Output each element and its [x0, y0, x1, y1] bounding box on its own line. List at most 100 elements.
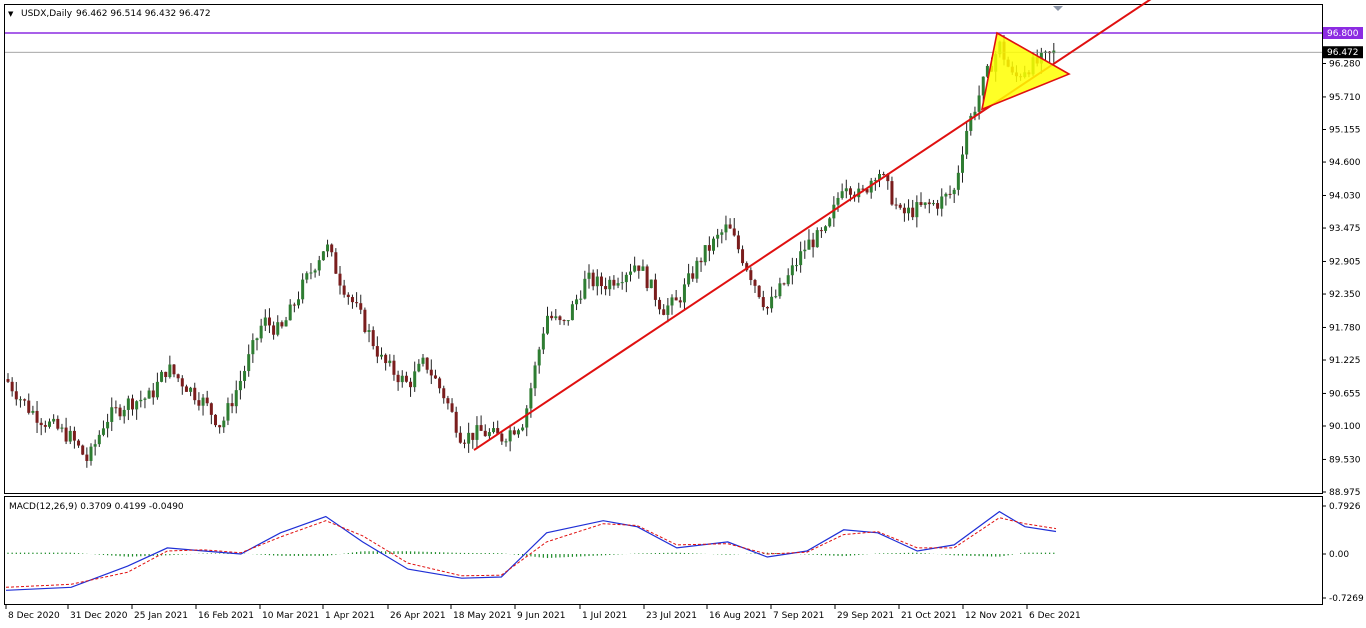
time-tick-label: 21 Oct 2021	[901, 611, 957, 621]
candle-bull	[309, 272, 313, 274]
time-tick-label: 8 Dec 2020	[8, 611, 60, 621]
candle-bear	[230, 403, 234, 407]
time-tick-label: 10 Mar 2021	[262, 611, 319, 621]
candle-bull	[155, 381, 159, 398]
candle-bear	[782, 283, 786, 285]
candle-bull	[915, 202, 919, 218]
candle-bear	[350, 297, 354, 303]
candle-bear	[562, 320, 566, 322]
candle-bear	[612, 279, 616, 286]
candle-bull	[554, 316, 558, 319]
candle-bear	[425, 357, 429, 370]
menu-dropdown-icon[interactable]: ▼	[8, 10, 14, 18]
candle-bull	[956, 172, 960, 190]
chart-annotations[interactable]	[5, 0, 1322, 451]
candle-bear	[662, 309, 666, 315]
candle-bear	[280, 322, 284, 327]
candle-bear	[114, 407, 118, 409]
candle-bull	[575, 299, 579, 305]
time-tick-label: 1 Apr 2021	[325, 611, 375, 621]
candle-bear	[359, 303, 363, 310]
candle-bull	[413, 371, 417, 388]
macd-line	[5, 510, 1057, 591]
candle-bear	[214, 414, 217, 426]
candle-bull	[587, 272, 591, 279]
candle-bull	[828, 218, 832, 227]
candle-bear	[429, 369, 433, 376]
candle-bear	[355, 302, 359, 304]
candle-bear	[151, 390, 155, 398]
price-tick-label: 95.155	[1329, 125, 1361, 135]
candle-bull	[649, 279, 653, 289]
candle-bear	[27, 400, 31, 413]
current-price-box	[1323, 46, 1363, 59]
candle-bear	[164, 371, 168, 378]
candle-bull	[388, 360, 392, 364]
candle-bear	[363, 309, 367, 332]
candle-bull	[60, 427, 64, 429]
candle-bear	[512, 430, 516, 435]
candle-bear	[678, 300, 682, 303]
candle-bull	[467, 432, 471, 444]
candle-bull	[641, 266, 645, 271]
candle-bull	[836, 197, 840, 205]
candle-bull	[68, 430, 72, 442]
candle-bull	[492, 428, 496, 433]
candle-bull	[878, 174, 881, 181]
candle-bull	[778, 283, 782, 297]
candle-bull	[143, 398, 147, 400]
time-tick-label: 16 Aug 2021	[709, 611, 767, 621]
scroll-marker-icon[interactable]	[1053, 6, 1063, 11]
candle-bull	[537, 349, 541, 366]
candle-bull	[147, 390, 151, 399]
candle-bear	[865, 189, 869, 193]
candle-bear	[205, 397, 209, 404]
price-tick-label: 89.530	[1329, 455, 1361, 465]
candle-bull	[189, 387, 193, 392]
price-tick-label: 96.280	[1329, 60, 1361, 70]
candle-bear	[346, 294, 350, 298]
candle-bull	[961, 154, 964, 173]
price-tick-label: 91.780	[1329, 323, 1361, 333]
current-price-label: 96.472	[1327, 48, 1359, 58]
candle-bull	[101, 428, 105, 435]
candle-bear	[396, 374, 400, 383]
time-tick-label: 26 Apr 2021	[390, 611, 446, 621]
candle-bull	[790, 265, 794, 276]
candle-bear	[483, 430, 487, 437]
candle-bull	[139, 399, 143, 402]
candle-bull	[703, 245, 707, 263]
price-panel-frame	[4, 4, 1323, 494]
time-tick-label: 6 Dec 2021	[1029, 611, 1081, 621]
candle-bear	[197, 400, 201, 406]
candle-bull	[944, 193, 948, 197]
candle-bear	[500, 433, 504, 442]
candle-bear	[404, 375, 408, 382]
candle-bull	[238, 380, 242, 391]
candle-bear	[658, 299, 662, 310]
symbol-timeframe: USDX,Daily	[21, 9, 73, 19]
candle-bear	[699, 260, 703, 263]
time-tick-label: 1 Jul 2021	[582, 611, 627, 621]
price-tick-label: 94.600	[1329, 158, 1361, 168]
price-tick-label: 88.975	[1329, 488, 1361, 498]
candle-bear	[757, 285, 761, 298]
candle-bull	[844, 188, 848, 192]
candle-bull	[695, 260, 699, 279]
macd-panel-frame	[4, 496, 1323, 605]
candle-bear	[604, 286, 608, 290]
candle-bull	[52, 418, 56, 422]
candle-bear	[550, 315, 554, 319]
candle-bear	[292, 304, 296, 306]
price-tick-label: 92.905	[1329, 257, 1361, 267]
candle-bull	[770, 296, 774, 309]
macd-tick-label: 0.7926	[1329, 502, 1361, 512]
candle-bear	[882, 174, 886, 176]
candle-bull	[570, 304, 574, 321]
candle-bull	[724, 224, 728, 233]
macd-axis: 0.7926 0.00 -0.7269	[1322, 502, 1364, 604]
candle-bull	[832, 204, 836, 219]
candle-bear	[85, 454, 89, 461]
